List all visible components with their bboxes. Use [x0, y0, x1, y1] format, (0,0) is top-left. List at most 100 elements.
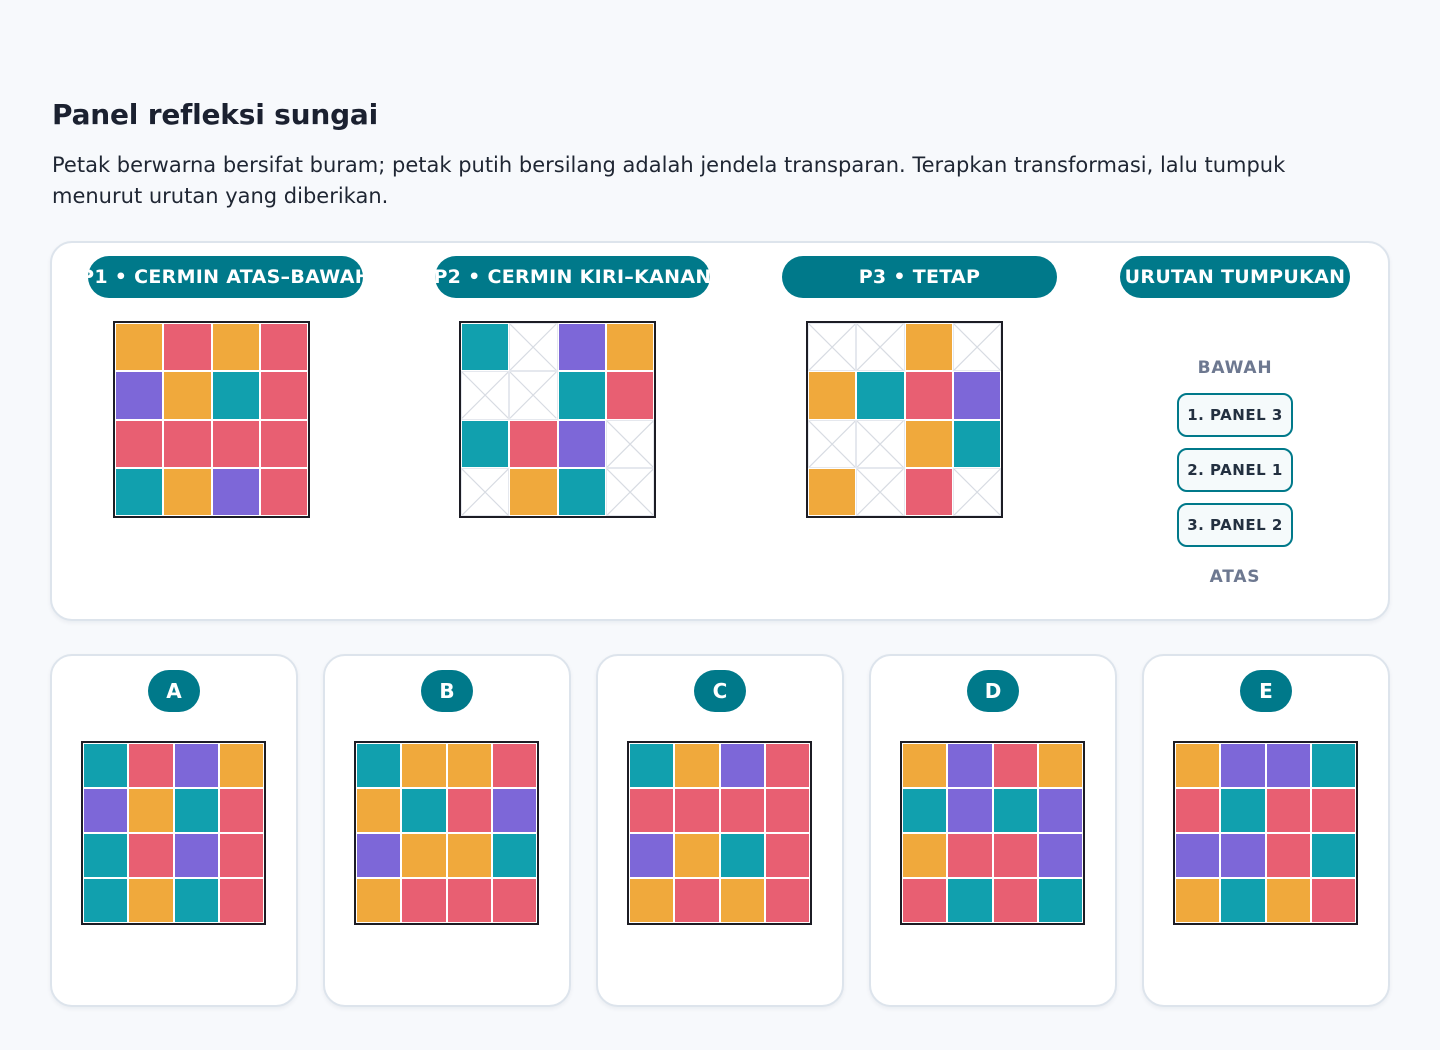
option-d-tile	[992, 833, 1038, 878]
panel-3-tile	[904, 323, 953, 372]
cross-icon	[462, 468, 509, 515]
stack-item-1: 1. PANEL 3	[1177, 393, 1293, 437]
option-b-grid	[354, 741, 539, 925]
option-b-tile	[401, 833, 447, 878]
cross-icon	[462, 372, 509, 419]
option-badge-c: C	[694, 670, 746, 712]
option-c-tile	[629, 788, 675, 833]
option-c-tile	[719, 833, 765, 878]
panel-1-tile	[211, 371, 260, 420]
option-a-tile	[173, 878, 219, 923]
option-badge-d: D	[967, 670, 1019, 712]
panel-2-grid	[459, 321, 656, 518]
panel-2-window-cell	[605, 419, 654, 468]
option-c-tile	[764, 743, 810, 788]
option-e-grid	[1173, 741, 1358, 925]
option-b-tile	[446, 788, 492, 833]
option-e-tile	[1175, 743, 1221, 788]
cross-icon	[510, 324, 557, 371]
option-d-tile	[1037, 878, 1083, 923]
option-b-tile	[491, 788, 537, 833]
option-e-tile	[1220, 743, 1266, 788]
option-d-tile	[992, 878, 1038, 923]
stack-item-2: 2. PANEL 1	[1177, 448, 1293, 492]
panel-3-tile	[952, 371, 1001, 420]
option-e-tile	[1220, 833, 1266, 878]
panel-1-tile	[115, 467, 164, 516]
panel-2-tile	[509, 467, 558, 516]
option-a-tile	[218, 878, 264, 923]
option-c-tile	[629, 878, 675, 923]
stack-item-3: 3. PANEL 2	[1177, 503, 1293, 547]
panel-3-window-cell	[952, 467, 1001, 516]
option-a-tile	[83, 743, 129, 788]
panel-3-window-cell	[952, 323, 1001, 372]
panel-1-tile	[259, 371, 308, 420]
panel-2-tile	[509, 419, 558, 468]
panel-1-tile	[211, 467, 260, 516]
option-a-tile	[128, 788, 174, 833]
option-e-tile	[1310, 878, 1356, 923]
option-e-tile	[1175, 878, 1221, 923]
stack-order-heading: URUTAN TUMPUKAN	[1120, 256, 1350, 298]
option-a-tile	[83, 788, 129, 833]
cross-icon	[857, 324, 904, 371]
panel-1-tile	[211, 323, 260, 372]
option-b-tile	[356, 788, 402, 833]
panel-3-label: P3 • TETAP	[782, 256, 1057, 298]
option-c-tile	[674, 743, 720, 788]
option-a-tile	[218, 743, 264, 788]
option-a-tile	[218, 833, 264, 878]
option-d-tile	[902, 833, 948, 878]
panel-3-tile	[904, 419, 953, 468]
option-c-tile	[764, 878, 810, 923]
cross-icon	[809, 324, 856, 371]
panel-3-window-cell	[808, 419, 857, 468]
option-b-tile	[491, 743, 537, 788]
option-c-tile	[764, 788, 810, 833]
cross-icon	[606, 468, 653, 515]
option-a-tile	[128, 833, 174, 878]
option-d-tile	[902, 743, 948, 788]
option-d-tile	[947, 878, 993, 923]
option-c-tile	[674, 833, 720, 878]
option-e-tile	[1265, 833, 1311, 878]
option-a-grid	[81, 741, 266, 925]
option-b-tile	[446, 833, 492, 878]
cross-icon	[953, 468, 1000, 515]
option-d-tile	[1037, 788, 1083, 833]
option-e-tile	[1175, 788, 1221, 833]
option-e-tile	[1265, 788, 1311, 833]
option-c-tile	[629, 833, 675, 878]
panel-2-window-cell	[605, 467, 654, 516]
option-d-tile	[902, 878, 948, 923]
option-e-tile	[1220, 788, 1266, 833]
instructions-text: Petak berwarna bersifat buram; petak put…	[52, 153, 1286, 208]
option-b-tile	[401, 743, 447, 788]
panel-2-tile	[605, 371, 654, 420]
panel-3-tile	[904, 371, 953, 420]
option-d-tile	[947, 833, 993, 878]
panel-1-tile	[259, 467, 308, 516]
panel-2-tile	[557, 323, 606, 372]
panel-3-window-cell	[856, 467, 905, 516]
option-e-tile	[1310, 788, 1356, 833]
panel-3-tile	[856, 371, 905, 420]
option-b-tile	[491, 833, 537, 878]
panel-2-label: P2 • CERMIN KIRI–KANAN	[433, 256, 711, 298]
option-badge-e: E	[1240, 670, 1292, 712]
option-d-tile	[947, 743, 993, 788]
option-badge-b: B	[421, 670, 473, 712]
option-b-tile	[356, 743, 402, 788]
option-b-tile	[401, 788, 447, 833]
panel-3-window-cell	[808, 323, 857, 372]
option-d-tile	[947, 788, 993, 833]
option-badge-a: A	[148, 670, 200, 712]
option-d-grid	[900, 741, 1085, 925]
panel-2-window-cell	[509, 323, 558, 372]
panel-3-window-cell	[856, 419, 905, 468]
option-b-tile	[446, 878, 492, 923]
option-a-tile	[83, 833, 129, 878]
option-d-tile	[902, 788, 948, 833]
cross-icon	[510, 372, 557, 419]
